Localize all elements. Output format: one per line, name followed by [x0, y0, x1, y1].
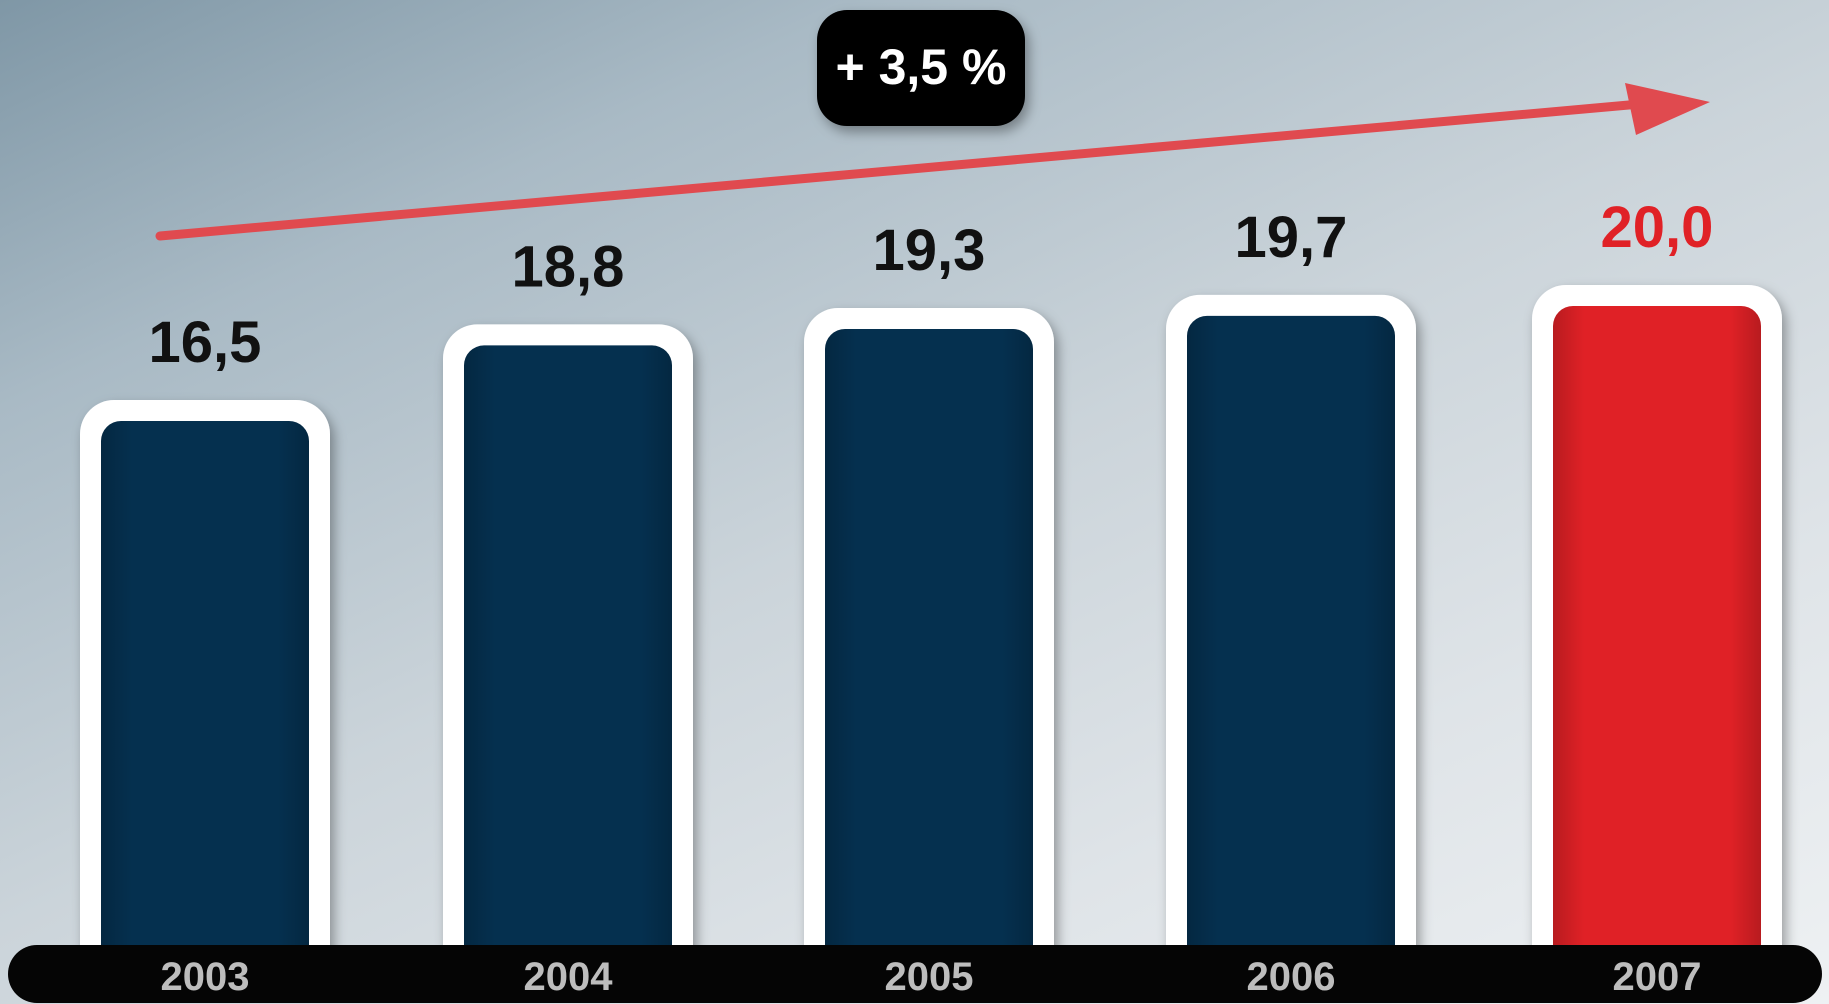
bar-shading — [101, 421, 309, 976]
bar-shading — [1553, 306, 1761, 976]
x-axis-band — [8, 945, 1822, 1003]
x-axis-tick-label: 2003 — [161, 955, 250, 999]
x-axis-tick-label: 2007 — [1613, 955, 1702, 999]
value-labels: 16,5 18,8 19,3 19,7 20,0 — [149, 195, 1714, 375]
bar-shading — [464, 345, 672, 976]
bar-value-label: 19,7 — [1235, 205, 1348, 270]
x-axis-tick-label: 2004 — [524, 955, 614, 999]
bar-value-label: 20,0 — [1601, 195, 1714, 260]
bar-value-label: 19,3 — [873, 218, 986, 283]
x-axis-tick-label: 2005 — [885, 955, 974, 999]
bar-value-label: 18,8 — [512, 234, 625, 299]
trend-arrow — [155, 83, 1710, 241]
bar-shading — [825, 329, 1033, 976]
growth-badge-text: + 3,5 % — [836, 39, 1007, 95]
x-axis-tick-label: 2006 — [1247, 955, 1336, 999]
bars — [80, 285, 1782, 985]
trend-arrow-head — [1625, 83, 1710, 135]
growth-badge: + 3,5 % — [817, 10, 1025, 126]
bar-value-label: 16,5 — [149, 310, 262, 375]
trend-arrow-line — [155, 99, 1645, 241]
growth-badge-background — [817, 10, 1025, 126]
x-axis-tick-labels: 2003 2004 2005 2006 2007 — [161, 955, 1702, 999]
bar-shading — [1187, 315, 1395, 976]
